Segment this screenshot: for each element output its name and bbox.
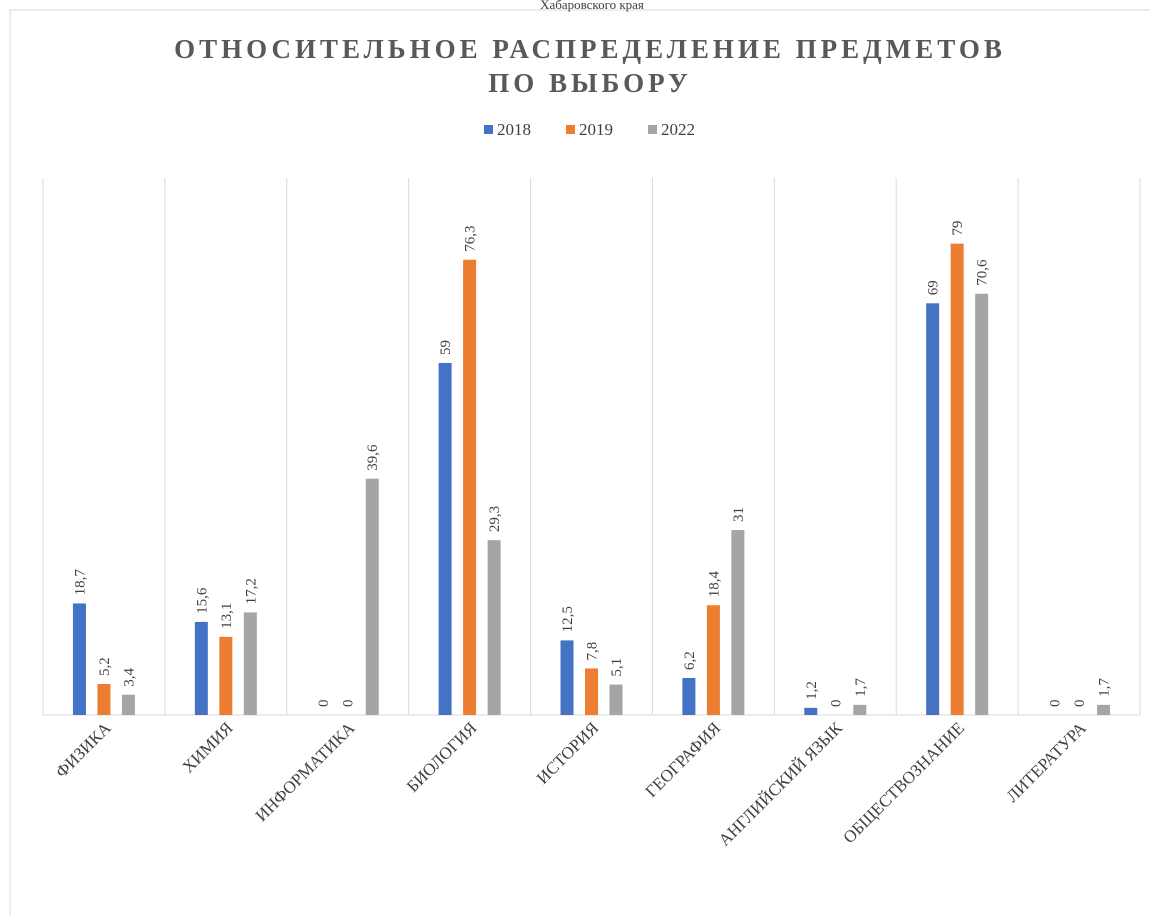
- value-label: 13,1: [219, 603, 235, 629]
- legend-label: 2022: [661, 120, 695, 139]
- x-tick-label: ЛИТЕРАТУРА: [1002, 718, 1090, 806]
- value-label: 15,6: [194, 587, 210, 614]
- bar: [463, 259, 477, 715]
- x-tick-label: АНГЛИЙСКИЙ ЯЗЫК: [715, 718, 847, 850]
- value-label: 18,7: [72, 569, 88, 596]
- value-label: 1,2: [804, 681, 820, 700]
- value-label: 79: [950, 221, 966, 236]
- x-tick-label: ИНФОРМАТИКА: [252, 718, 359, 825]
- value-label: 7,8: [585, 642, 601, 661]
- value-label: 39,6: [365, 444, 381, 471]
- legend-label: 2019: [579, 120, 613, 139]
- chart-title: ОТНОСИТЕЛЬНОЕ РАСПРЕДЕЛЕНИЕ ПРЕДМЕТОВ: [174, 34, 1006, 64]
- value-label: 18,4: [706, 570, 722, 597]
- bar: [731, 530, 745, 715]
- bar: [926, 303, 940, 715]
- value-label: 1,7: [853, 678, 869, 697]
- legend-swatch: [648, 125, 657, 134]
- bar: [121, 694, 135, 715]
- bar: [585, 668, 598, 715]
- value-label: 31: [731, 507, 747, 522]
- bar: [853, 704, 867, 715]
- value-label: 69: [926, 280, 942, 295]
- value-label: 0: [1072, 700, 1088, 708]
- bar: [219, 636, 233, 715]
- bar: [560, 640, 574, 715]
- bar: [950, 243, 964, 715]
- x-tick-label: ХИМИЯ: [178, 718, 236, 776]
- legend-swatch: [566, 125, 575, 134]
- bar: [682, 678, 696, 715]
- value-label: 17,2: [243, 578, 259, 604]
- chart-border: [9, 9, 1150, 915]
- value-label: 1,7: [1097, 678, 1113, 697]
- chart-title: ПО ВЫБОРУ: [488, 68, 692, 98]
- value-label: 5,1: [609, 658, 625, 677]
- x-tick-label: БИОЛОГИЯ: [403, 718, 481, 796]
- bar: [438, 362, 452, 715]
- bar: [194, 621, 208, 715]
- value-label: 3,4: [121, 667, 137, 686]
- bar: [609, 684, 623, 715]
- bar: [365, 478, 379, 715]
- bar: [243, 612, 257, 715]
- x-tick-label: ГЕОГРАФИЯ: [642, 718, 725, 801]
- x-tick-label: ИСТОРИЯ: [533, 718, 602, 787]
- value-label: 76,3: [463, 225, 479, 251]
- legend-label: 2018: [497, 120, 531, 139]
- value-label: 0: [341, 700, 357, 708]
- value-label: 59: [438, 340, 454, 355]
- bar: [72, 603, 86, 715]
- caption: Хабаровского края: [540, 0, 644, 12]
- bar: [97, 683, 111, 715]
- value-label: 0: [316, 700, 332, 708]
- bar: [975, 293, 989, 715]
- bar: [487, 540, 501, 715]
- value-label: 0: [1048, 700, 1064, 708]
- value-label: 70,6: [975, 259, 991, 286]
- legend-swatch: [484, 125, 493, 134]
- value-label: 5,2: [97, 657, 113, 676]
- x-tick-label: ФИЗИКА: [52, 718, 116, 782]
- value-label: 12,5: [560, 606, 576, 632]
- value-label: 6,2: [682, 651, 698, 670]
- value-label: 0: [828, 700, 844, 708]
- x-tick-label: ОБЩЕСТВОЗНАНИЕ: [839, 718, 968, 847]
- bar: [804, 707, 818, 715]
- bar: [706, 605, 720, 715]
- bar: [1097, 704, 1111, 715]
- value-label: 29,3: [487, 506, 503, 532]
